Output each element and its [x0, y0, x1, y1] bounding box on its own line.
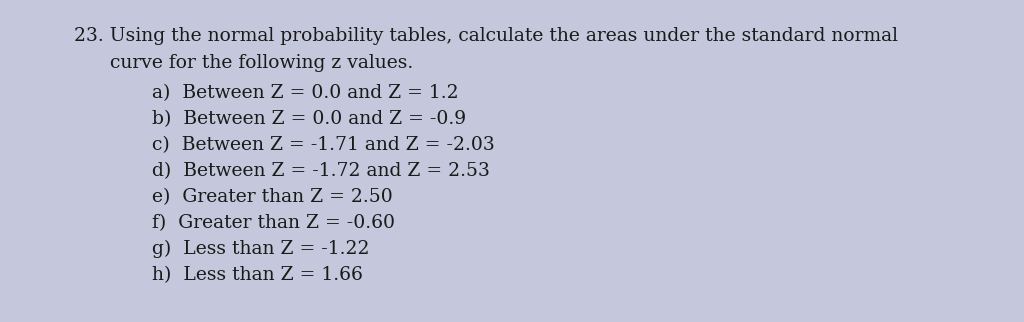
Text: h)  Less than Z = 1.66: h) Less than Z = 1.66 — [152, 266, 362, 284]
Text: f)  Greater than Z = -0.60: f) Greater than Z = -0.60 — [152, 214, 394, 232]
Text: curve for the following z values.: curve for the following z values. — [110, 54, 413, 72]
Text: a)  Between Z = 0.0 and Z = 1.2: a) Between Z = 0.0 and Z = 1.2 — [152, 84, 458, 102]
Text: d)  Between Z = -1.72 and Z = 2.53: d) Between Z = -1.72 and Z = 2.53 — [152, 162, 489, 180]
Text: b)  Between Z = 0.0 and Z = -0.9: b) Between Z = 0.0 and Z = -0.9 — [152, 110, 466, 128]
Text: c)  Between Z = -1.71 and Z = -2.03: c) Between Z = -1.71 and Z = -2.03 — [152, 136, 495, 154]
Text: e)  Greater than Z = 2.50: e) Greater than Z = 2.50 — [152, 188, 392, 206]
Text: 23. Using the normal probability tables, calculate the areas under the standard : 23. Using the normal probability tables,… — [74, 27, 898, 45]
Text: g)  Less than Z = -1.22: g) Less than Z = -1.22 — [152, 240, 369, 258]
